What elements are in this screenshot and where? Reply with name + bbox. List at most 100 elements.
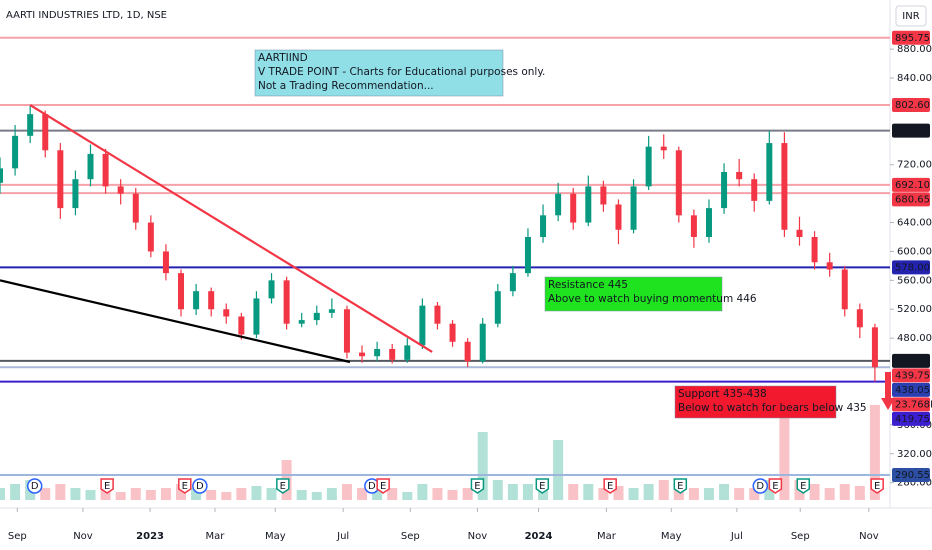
volume-bar (447, 490, 458, 500)
event-label: E (607, 481, 613, 492)
event-label: E (800, 481, 806, 492)
candle-body (675, 150, 682, 216)
price-badge-label: 680.65 (895, 194, 930, 205)
volume-bar (854, 486, 865, 500)
event-marker[interactable]: E (768, 478, 783, 494)
candle-body (570, 193, 577, 223)
volume-bar (100, 488, 111, 500)
volume-bar (583, 484, 594, 500)
candle-body (389, 348, 396, 360)
event-marker[interactable]: E (603, 478, 617, 494)
price-badge (892, 353, 930, 368)
volume-bar (206, 490, 217, 500)
candle-body (42, 114, 49, 151)
price-badge (892, 177, 930, 192)
event-label: E (474, 481, 480, 492)
candle-body (72, 179, 79, 209)
candle-body (615, 204, 622, 230)
volume-bar (568, 484, 579, 500)
candle-body (555, 193, 562, 216)
trendline (0, 279, 351, 364)
candle-body (781, 143, 788, 230)
y-tick-label: 320.00 (897, 449, 932, 460)
candle-body (132, 193, 139, 223)
event-marker[interactable]: D (364, 478, 380, 494)
candle-body (434, 305, 441, 324)
volume-bar (613, 486, 624, 500)
volume-bar (160, 488, 171, 500)
event-icon (796, 478, 811, 494)
currency[interactable]: INR (902, 11, 919, 22)
volume-bar (553, 440, 564, 500)
event-marker[interactable]: E (796, 478, 811, 494)
candle-body (856, 309, 863, 328)
x-tick-label: Mar (206, 531, 226, 542)
volume-bar (749, 488, 760, 500)
volume-bar (598, 488, 609, 500)
event-marker[interactable]: E (870, 478, 884, 494)
event-label: E (677, 481, 683, 492)
currency-box[interactable] (895, 5, 927, 27)
candle-body (359, 352, 366, 357)
candle-body (419, 305, 426, 346)
candle-body (238, 316, 245, 335)
candle-body (102, 153, 109, 187)
candle-body (87, 153, 94, 180)
event-label: E (182, 481, 188, 492)
volume-bar (221, 492, 232, 500)
candle-body (494, 291, 501, 324)
volume-bar (10, 484, 21, 500)
volume-bar (522, 484, 533, 500)
candle-body (871, 327, 878, 368)
event-marker[interactable]: E (178, 478, 192, 494)
event-marker[interactable]: E (100, 478, 114, 494)
candle-body (479, 323, 486, 362)
candle-body (705, 208, 712, 237)
price-badge-label: 290.55 (895, 470, 930, 481)
event-icon (752, 478, 769, 494)
y-tick-label: 880.00 (897, 44, 932, 55)
event-marker[interactable]: E (376, 478, 390, 494)
x-tick-label: 2024 (525, 531, 553, 542)
candle-body (0, 168, 3, 183)
event-label: D (756, 481, 764, 492)
event-label: D (31, 481, 39, 492)
candle-body (721, 171, 728, 209)
x-tick-label: Sep (8, 531, 27, 542)
event-marker[interactable]: E (673, 478, 688, 494)
event-marker[interactable]: E (535, 478, 550, 494)
volume-bar (130, 488, 141, 500)
event-marker[interactable]: D (752, 478, 769, 494)
event-marker[interactable]: D (26, 478, 43, 494)
event-icon (470, 478, 485, 494)
price-badge (892, 123, 930, 138)
candle-body (27, 114, 34, 136)
candle-body (540, 215, 547, 237)
x-tick-label: May (661, 531, 682, 542)
volume-bar (658, 480, 669, 500)
volume-bar (507, 484, 518, 500)
annotation-text: V TRADE POINT - Charts for Educational p… (258, 66, 545, 78)
event-icon (376, 478, 390, 494)
event-marker[interactable]: E (470, 478, 485, 494)
candle-body (147, 222, 154, 252)
annotation-box (254, 49, 504, 97)
volume-bar (688, 488, 699, 500)
candle-body (645, 146, 652, 187)
price-badge (892, 368, 930, 383)
annotation-text: Not a Trading Recommendation... (258, 80, 434, 92)
event-marker[interactable]: D (192, 478, 208, 494)
volume-bar (357, 488, 368, 500)
volume-bar (643, 484, 654, 500)
candle-body (162, 251, 169, 274)
event-label: E (539, 481, 545, 492)
candle-body (57, 150, 64, 209)
volume-bar (417, 484, 428, 500)
trendline (29, 104, 433, 353)
x-tick-label: Nov (73, 531, 93, 542)
event-marker[interactable]: E (276, 478, 290, 494)
y-tick-label: 840.00 (897, 73, 932, 84)
candle-body (313, 312, 320, 321)
price-badge-label: 23.768M (895, 399, 932, 410)
